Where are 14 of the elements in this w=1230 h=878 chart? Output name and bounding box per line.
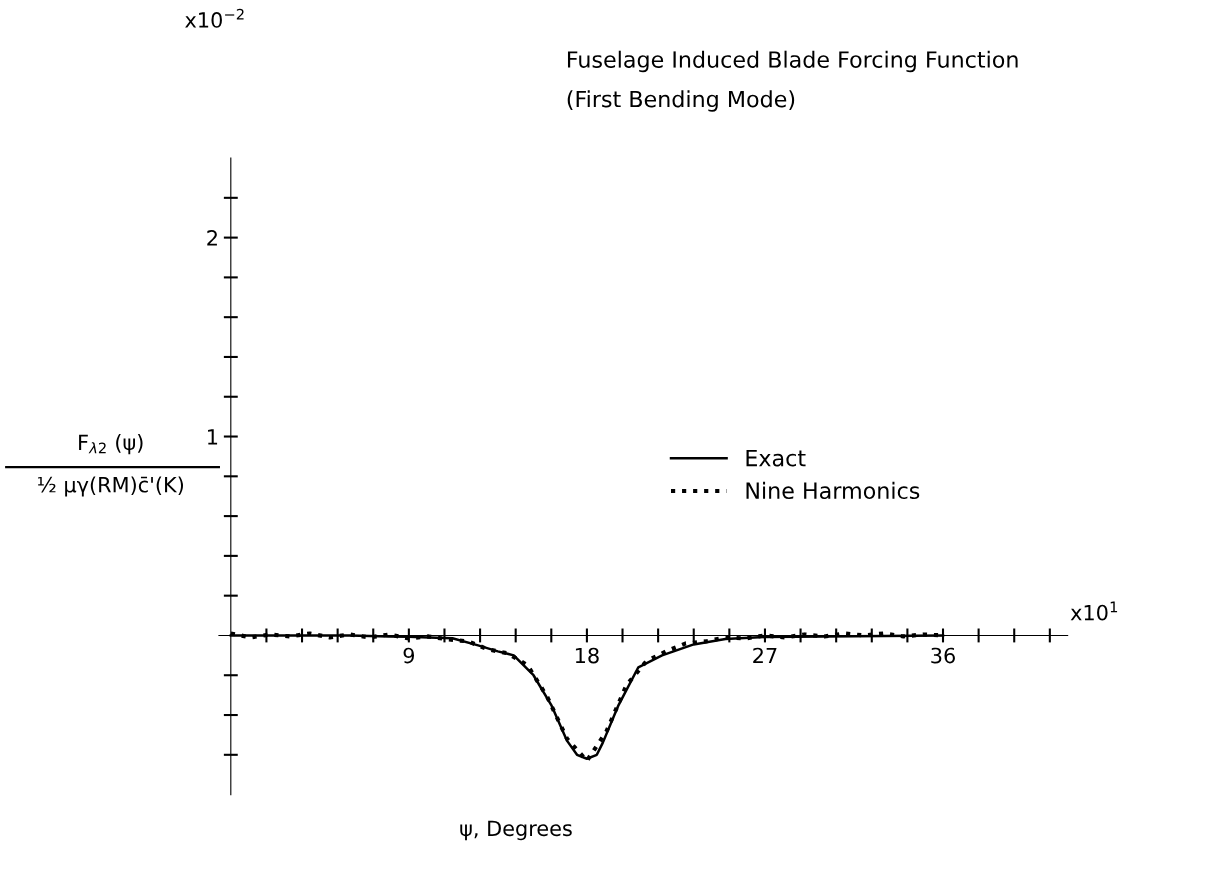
y-axis-title: F$_{λ2}$ (ψ) ½ μγ(RM)c̄'(K)	[37, 434, 184, 497]
x-tick-label: 36	[931, 647, 955, 664]
legend-label: Nine Harmonics	[746, 481, 920, 500]
y-tick-label: 1	[208, 429, 218, 445]
chart-title: Fuselage Induced Blade Forcing Function	[567, 50, 1018, 73]
x-tick-label: 18	[575, 647, 599, 664]
x-axis-title: ψ, Degrees	[460, 820, 572, 841]
legend-label: Exact	[746, 449, 806, 467]
text: x10$^{1}$	[1070, 601, 1118, 621]
x-tick-label: 27	[753, 647, 777, 664]
text: x10$^{−2}$	[185, 8, 244, 28]
chart-subtitle: (First Bending Mode)	[567, 90, 795, 112]
x-tick-label: 9	[403, 647, 415, 664]
y-tick-label: 2	[207, 230, 217, 246]
